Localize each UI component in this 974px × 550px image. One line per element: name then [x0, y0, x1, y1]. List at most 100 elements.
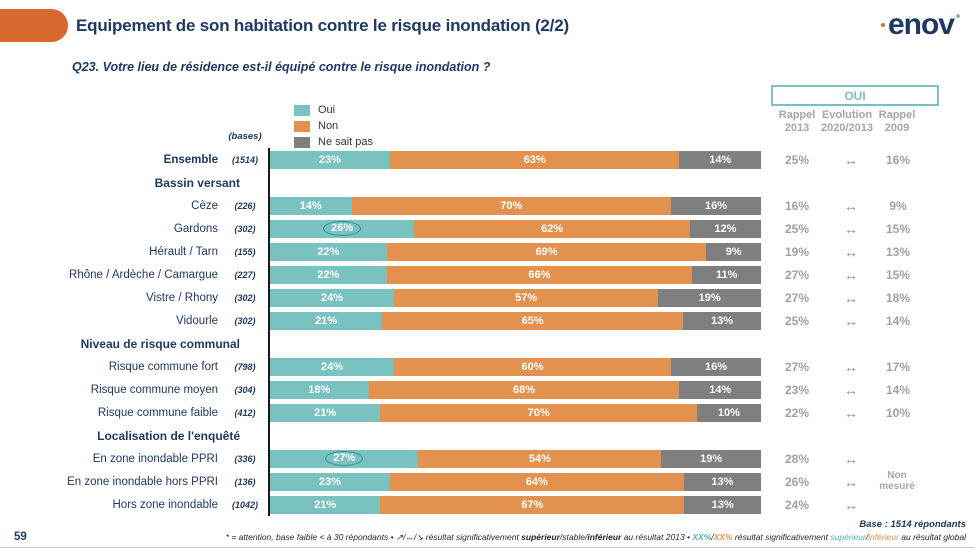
row-label: Gardons — [173, 222, 218, 235]
value-rappel-2013: 27% — [784, 359, 810, 374]
value-rappel-2013: 25% — [784, 221, 810, 236]
stacked-bar: 23% 63% 14% — [270, 150, 761, 169]
stacked-bar: 14% 70% 16% — [270, 196, 761, 215]
stacked-bar: 22% 69% 9% — [270, 242, 761, 261]
section-header-label: Niveau de risque communal — [80, 336, 240, 351]
evolution-arrow-icon: ↔ — [844, 289, 858, 306]
page-number: 59 — [14, 531, 27, 543]
legend-item: Non — [294, 118, 373, 134]
bar-wrap: 21% 70% 10% — [268, 401, 761, 424]
value-rappel-2013: 26% — [784, 474, 810, 489]
value-rappel-2013: 19% — [784, 244, 810, 259]
value-rappel-2009: 17% — [885, 359, 911, 374]
row-label: En zone inondable hors PPRI — [67, 475, 218, 488]
value-rappel-2009: 18% — [885, 290, 911, 305]
bar-segment-non: 70% — [380, 403, 697, 422]
row-label: Rhône / Ardèche / Camargue — [69, 268, 218, 281]
bar-segment-oui: 18% — [270, 380, 369, 399]
table-row: Risque commune moyen (304) 18% 68% 14% 23% ↔ 14… — [0, 378, 974, 401]
bar-wrap: 26% 62% 12% — [268, 217, 761, 240]
chart-rows: Ensemble (1514) 23% 63% 14% 25% ↔ 16% Bassin ver… — [0, 148, 974, 516]
stacked-bar: 27% 54% 19% — [270, 449, 761, 468]
bar-segment-non: 54% — [418, 449, 662, 468]
row-base: (304) — [234, 384, 256, 395]
value-rappel-2009: 10% — [885, 405, 911, 420]
bar-segment-non: 65% — [382, 311, 684, 330]
title-accent-pill — [0, 9, 68, 42]
bar-segment-non: 67% — [380, 495, 685, 514]
row-label: Hors zone inondable — [112, 498, 219, 511]
bar-segment-oui: 14% — [270, 196, 352, 215]
bar-wrap: 22% 66% 11% — [268, 263, 761, 286]
bar-segment-non: 57% — [394, 288, 659, 307]
evolution-arrow-icon: ↔ — [844, 496, 858, 513]
axis-line-spacer — [268, 171, 761, 194]
bar-wrap: 21% 65% 13% — [268, 309, 761, 332]
evolution-arrow-icon: ↔ — [844, 197, 858, 214]
axis-line-spacer — [268, 332, 761, 355]
row-label: Cèze — [191, 199, 218, 212]
bar-segment-oui: 22% — [270, 242, 387, 261]
value-rappel-2013: 27% — [784, 267, 810, 282]
bar-segment-oui: 23% — [270, 472, 390, 491]
highlight-circle: 26% — [323, 221, 362, 236]
logo-orange-dot-icon — [880, 23, 885, 27]
bar-segment-oui: 21% — [270, 495, 381, 514]
row-label: Ensemble — [163, 153, 218, 166]
value-rappel-2013: 27% — [784, 290, 810, 305]
section-header-row: Niveau de risque communal — [0, 332, 974, 355]
non-mesure-note: Non mesuré — [879, 470, 915, 492]
logo-teal-dot-icon — [956, 14, 960, 18]
bar-segment-nsp: 14% — [679, 380, 761, 399]
footnote: * = attention, base faible < à 30 répond… — [225, 532, 966, 542]
table-row: En zone inondable PPRI (336) 27% 54% 19% 28% ↔ — [0, 447, 974, 470]
bar-segment-non: 64% — [389, 472, 684, 491]
footer-divider — [0, 547, 974, 548]
bar-wrap: 23% 63% 14% — [268, 148, 761, 171]
table-row: Rhône / Ardèche / Camargue (227) 22% 66% 11%… — [0, 263, 974, 286]
row-base: (302) — [234, 292, 256, 303]
oui-header-box: OUI — [771, 85, 939, 106]
evolution-arrow-icon: ↔ — [844, 220, 858, 237]
row-base: (1042) — [231, 499, 258, 510]
evolution-arrow-icon: ↔ — [844, 266, 858, 283]
axis-line-spacer — [268, 424, 761, 447]
bar-segment-nsp: 13% — [683, 311, 761, 330]
row-label: En zone inondable PPRI — [92, 452, 218, 465]
row-base: (412) — [234, 407, 256, 418]
enov-logo: enov — [880, 8, 960, 42]
bar-segment-non: 60% — [394, 357, 671, 376]
stacked-bar: 24% 60% 16% — [270, 357, 761, 376]
row-base: (302) — [234, 223, 256, 234]
bar-segment-oui: 21% — [270, 403, 381, 422]
bar-segment-non: 69% — [386, 242, 707, 261]
bar-segment-non: 66% — [386, 265, 693, 284]
bar-wrap: 22% 69% 9% — [268, 240, 761, 263]
bar-wrap: 24% 57% 19% — [268, 286, 762, 309]
highlight-circle: 27% — [325, 451, 364, 466]
legend-item: Oui — [294, 102, 373, 118]
stacked-bar: 22% 66% 11% — [270, 265, 761, 284]
value-rappel-2009: 14% — [885, 313, 911, 328]
column-header-rappel-2009: Rappel 2009 — [878, 109, 916, 134]
bar-segment-oui: 22% — [270, 265, 387, 284]
value-rappel-2013: 24% — [784, 497, 810, 512]
table-row: Risque commune faible (412) 21% 70% 10% 22% ↔ 1… — [0, 401, 974, 424]
bar-segment-nsp: 19% — [658, 288, 762, 307]
evolution-arrow-icon: ↔ — [844, 381, 858, 398]
bar-segment-nsp: 12% — [689, 219, 761, 238]
bar-segment-oui: 26% — [270, 219, 415, 238]
table-row: Cèze (226) 14% 70% 16% 16% ↔ 9% — [0, 194, 974, 217]
row-label: Risque commune fort — [108, 360, 218, 373]
stacked-bar: 21% 70% 10% — [270, 403, 761, 422]
bases-column-header: (bases) — [228, 131, 262, 142]
logo-text: enov — [887, 8, 955, 41]
value-rappel-2009: 9% — [889, 198, 907, 213]
row-base: (798) — [234, 361, 256, 372]
table-row: Vidourle (302) 21% 65% 13% 25% ↔ 14% — [0, 309, 974, 332]
legend-label: Oui — [318, 104, 336, 116]
evolution-arrow-icon: ↔ — [844, 358, 858, 375]
row-base: (155) — [234, 246, 256, 257]
row-label: Vistre / Rhony — [145, 291, 218, 304]
